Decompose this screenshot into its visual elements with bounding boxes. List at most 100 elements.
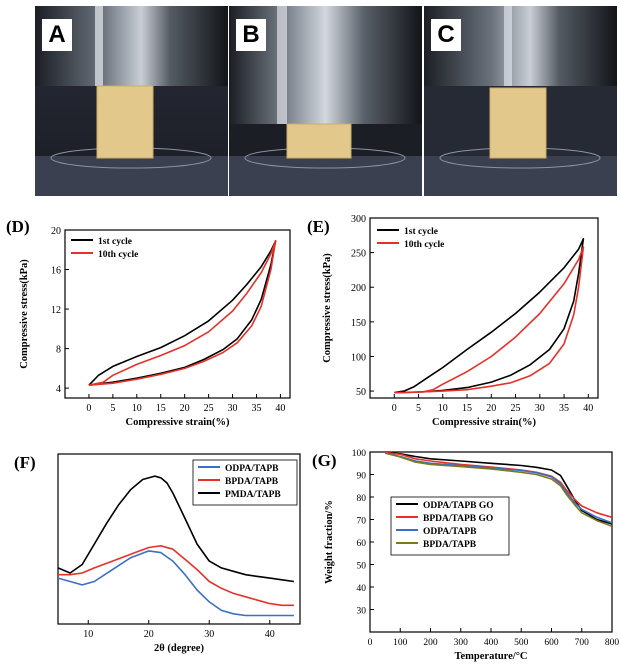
y-axis-label: Weight fraction/%: [324, 500, 335, 584]
x-tick-label: 800: [605, 638, 620, 648]
x-tick-label: 40: [265, 629, 275, 640]
x-tick-label: 0: [86, 403, 91, 414]
x-tick-label: 20: [180, 403, 190, 414]
y-tick-label: 100: [351, 352, 366, 363]
x-tick-label: 10: [132, 403, 142, 414]
legend-label: BPDA/TAPB: [423, 540, 477, 550]
chart-f-svg: (F) 10 20 30 40 2θ (degree) ODPA/TAPB BPDA/TAPB…: [14, 453, 301, 654]
x-axis-label: 2θ (degree): [154, 643, 204, 654]
x-tick-label: 300: [454, 638, 469, 648]
y-tick-label: 16: [51, 266, 61, 277]
x-tick-label: 15: [156, 403, 166, 414]
y-tick-label: 40: [357, 584, 367, 594]
x-tick-label: 10: [438, 403, 448, 414]
series-line-2: [394, 246, 585, 394]
x-tick-label: 200: [423, 638, 438, 648]
x-tick-label: 20: [144, 629, 154, 640]
x-axis-label: Temperature/°C: [454, 651, 527, 662]
y-axis-label: Compressive stress(kPa): [19, 259, 30, 369]
photo-panel-c: C: [424, 6, 617, 196]
chart-g: (G) 0 100 200 300 400 500 600 700 800 30 40 50 60 70 80…: [310, 440, 620, 665]
plot-frame: [369, 217, 599, 399]
legend-label: ODPA/TAPB: [423, 527, 477, 537]
chart-f: (F) 10 20 30 40 2θ (degree) ODPA/TAPB BPDA/TAPB…: [0, 440, 310, 665]
photo-label: A: [42, 19, 72, 51]
x-axis-label: Compressive strain(%): [126, 417, 230, 428]
x-axis-label: Compressive strain(%): [432, 417, 536, 428]
x-tick-label: 35: [559, 403, 569, 414]
legend-label: 10th cycle: [98, 250, 138, 260]
series-line-3: [58, 475, 295, 583]
x-tick-label: 25: [511, 403, 521, 414]
panel-label: (D): [6, 217, 30, 236]
x-tick-label: 100: [393, 638, 408, 648]
photo-label: B: [236, 19, 266, 51]
photo-panel-b: B: [229, 6, 422, 196]
x-tick-label: 40: [583, 403, 593, 414]
x-tick-label: 10: [83, 629, 93, 640]
series-line-3: [384, 452, 612, 524]
x-tick-label: 5: [110, 403, 115, 414]
x-tick-label: 35: [251, 403, 261, 414]
x-tick-label: 15: [462, 403, 472, 414]
series-line-1: [88, 240, 277, 386]
chart-d-svg: (D) 0 5 10 15 20 25 30 35 40 4 8 12 16 20 Compressive s…: [6, 217, 291, 428]
x-tick-label: 25: [204, 403, 214, 414]
legend-label: 1st cycle: [404, 227, 438, 237]
plot-frame: [64, 229, 291, 399]
legend-label: BPDA/TAPB: [225, 477, 279, 487]
legend-label: ODPA/TAPB: [225, 464, 279, 474]
chart-d: (D) 0 5 10 15 20 25 30 35 40 4 8 12 16 20 Compressive s…: [0, 210, 300, 432]
x-tick-label: 20: [486, 403, 496, 414]
series-line-1: [58, 550, 294, 617]
x-tick-label: 0: [392, 403, 397, 414]
series-line-4: [384, 452, 612, 528]
x-tick-label: 30: [228, 403, 238, 414]
series-line-2: [58, 545, 294, 607]
y-tick-label: 100: [352, 449, 367, 459]
legend-label: 10th cycle: [404, 240, 444, 250]
photo-panel-a: A: [35, 6, 228, 196]
legend-label: BPDA/TAPB GO: [423, 514, 493, 524]
y-tick-label: 12: [51, 305, 61, 316]
legend-label: PMDA/TAPB: [225, 490, 281, 500]
x-tick-label: 500: [514, 638, 529, 648]
y-tick-label: 250: [351, 249, 366, 260]
chart-e-svg: (E) 0 5 10 15 20 25 30 35 40 50 100 150 200 250 300 Comp…: [307, 214, 599, 428]
y-tick-label: 50: [357, 562, 367, 572]
y-tick-label: 20: [51, 226, 61, 237]
y-tick-label: 8: [56, 345, 61, 356]
photo-label: C: [431, 19, 461, 51]
compression-photo-uncompressed: [35, 6, 228, 196]
x-tick-label: 5: [416, 403, 421, 414]
y-tick-label: 70: [357, 517, 367, 527]
legend-label: 1st cycle: [98, 237, 132, 247]
legend-box: [390, 496, 510, 556]
x-tick-label: 600: [544, 638, 559, 648]
y-tick-label: 300: [351, 214, 366, 225]
panel-label: (E): [307, 217, 330, 236]
y-tick-label: 80: [357, 494, 367, 504]
y-tick-label: 150: [351, 318, 366, 329]
y-tick-label: 200: [351, 283, 366, 294]
series-line-1: [394, 238, 585, 394]
plot-frame: [57, 453, 301, 625]
x-tick-label: 0: [368, 638, 373, 648]
panel-label: (G): [312, 451, 337, 470]
legend-label: ODPA/TAPB GO: [423, 501, 494, 511]
y-tick-label: 90: [357, 472, 367, 482]
x-tick-label: 400: [484, 638, 499, 648]
chart-g-svg: (G) 0 100 200 300 400 500 600 700 800 30 40 50 60 70 80…: [312, 449, 620, 662]
y-tick-label: 60: [357, 539, 367, 549]
y-tick-label: 4: [56, 384, 61, 395]
x-tick-label: 700: [575, 638, 590, 648]
chart-e: (E) 0 5 10 15 20 25 30 35 40 50 100 150 200 250 300 Comp…: [305, 210, 615, 432]
y-axis-label: Compressive stress(kPa): [322, 253, 333, 363]
series-line-2: [88, 240, 277, 386]
y-tick-label: 50: [356, 387, 366, 398]
x-tick-label: 30: [204, 629, 214, 640]
x-tick-label: 40: [275, 403, 285, 414]
panel-label: (F): [14, 453, 36, 472]
x-tick-label: 30: [535, 403, 545, 414]
y-tick-label: 30: [357, 607, 367, 617]
